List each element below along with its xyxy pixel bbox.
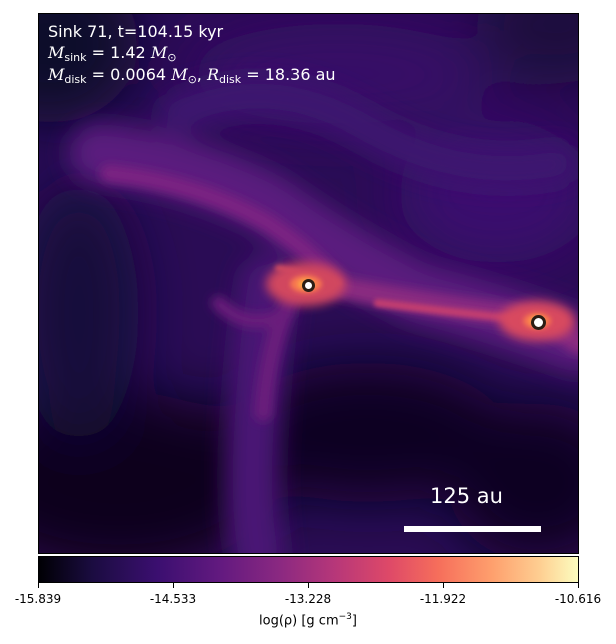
sink-marker-primary <box>302 279 315 292</box>
colorbar-tick <box>38 583 39 588</box>
colorbar-tick-label: -13.228 <box>284 592 332 606</box>
sink-id-time-label: Sink 71, t=104.15 kyr <box>48 22 224 41</box>
density-projection-panel: Sink 71, t=104.15 kyr Msink = 1.42 M⊙ Md… <box>38 13 579 554</box>
sink-marker-secondary <box>531 315 546 330</box>
scale-bar-label: 125 au <box>430 484 503 508</box>
colorbar-tick-label: -14.533 <box>149 592 197 606</box>
density-map <box>39 14 578 553</box>
colorbar-tick <box>173 583 174 588</box>
colorbar-tick <box>308 583 309 588</box>
disk-properties-label: Mdisk = 0.0064 M⊙, Rdisk = 18.36 au <box>48 65 336 86</box>
colorbar-tick <box>578 583 579 588</box>
colorbar-tick-label: -10.616 <box>554 592 602 606</box>
colorbar-tick-label: -15.839 <box>14 592 62 606</box>
colorbar <box>38 556 579 583</box>
sink-mass-label: Msink = 1.42 M⊙ <box>48 43 177 64</box>
scale-bar <box>404 526 541 532</box>
colorbar-tick <box>443 583 444 588</box>
colorbar-axis-label: log(ρ) [g cm−3] <box>259 612 357 629</box>
colorbar-tick-label: -11.922 <box>419 592 467 606</box>
